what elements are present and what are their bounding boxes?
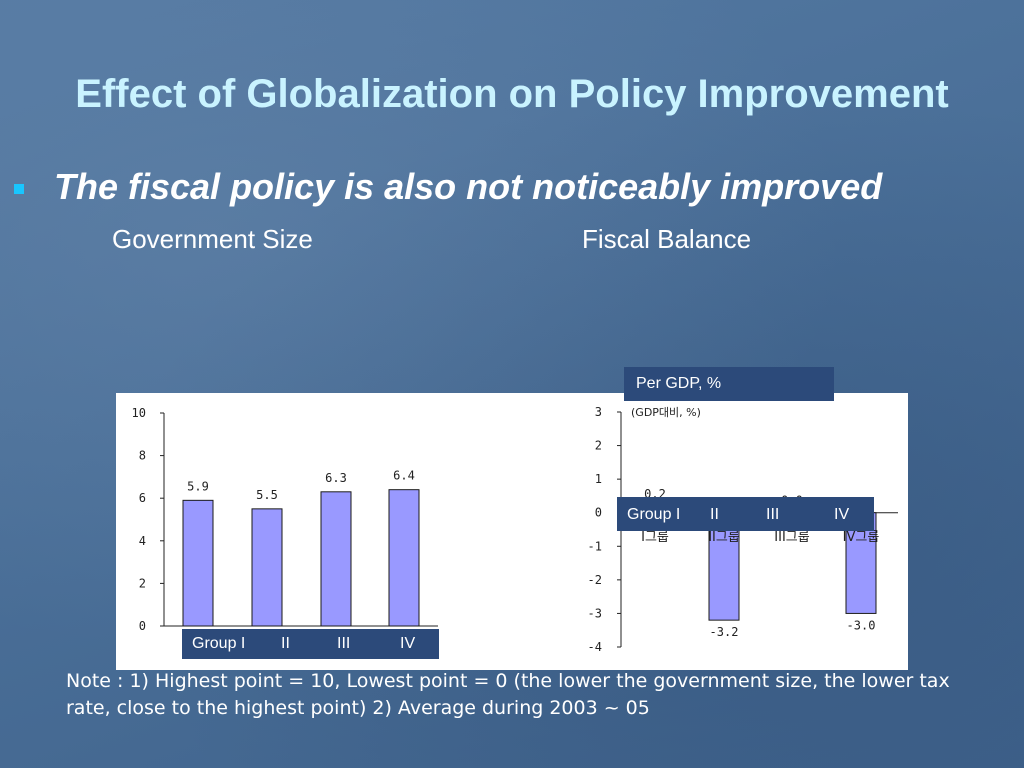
unit-legend: Per GDP, %: [624, 367, 834, 401]
chart-title-government-size: Government Size: [112, 224, 313, 254]
y-tick-label: -1: [588, 539, 602, 553]
y-tick-label: 2: [595, 439, 602, 453]
unit-legend-text: Per GDP, %: [636, 375, 722, 392]
group-legend-label: III: [766, 506, 780, 523]
y-tick-label: 0: [595, 506, 602, 520]
group-legend-label: IV: [834, 506, 850, 523]
group-legend-label: Group I: [192, 635, 246, 652]
y-tick-label: 8: [139, 449, 146, 463]
bar-government-size: [182, 499, 214, 627]
y-tick-label: -4: [588, 640, 602, 654]
y-tick-label: -3: [588, 606, 602, 620]
slide-title: Effect of Globalization on Policy Improv…: [75, 72, 949, 116]
category-label: III그룹: [774, 530, 809, 545]
group-legend-label: IV: [400, 635, 416, 652]
y-tick-label: 2: [139, 576, 146, 590]
chart-title-fiscal-balance: Fiscal Balance: [582, 224, 752, 254]
group-legend-right: Group I II III IV: [617, 497, 874, 531]
footnote: Note : 1) Highest point = 10, Lowest poi…: [66, 670, 950, 719]
data-label: 6.4: [393, 469, 415, 483]
y-tick-label: 6: [139, 491, 146, 505]
category-label: IV그룹: [843, 530, 880, 545]
y-tick-label: 0: [139, 619, 146, 633]
y-tick-label: 3: [595, 405, 602, 419]
y-tick-label: 4: [139, 534, 146, 548]
bar-government-size: [320, 491, 352, 627]
data-label: -3.2: [710, 625, 739, 639]
data-label: 5.9: [187, 479, 209, 493]
bar-government-size: [388, 489, 420, 627]
unit-label: (GDP대비, %): [631, 406, 701, 419]
category-label: I그룹: [641, 530, 669, 545]
group-legend-label: II: [710, 506, 719, 523]
group-legend-label: III: [337, 635, 351, 652]
bullet-point: The fiscal policy is also not noticeably…: [14, 166, 1014, 210]
group-legend-left: Group I II III IV: [182, 629, 439, 659]
data-label: 6.3: [325, 471, 347, 485]
group-legend-label: Group I: [627, 506, 681, 523]
data-label: 5.5: [256, 488, 278, 502]
data-label: -3.0: [847, 618, 876, 632]
category-label: II그룹: [708, 530, 740, 545]
bullet-text: The fiscal policy is also not noticeably…: [54, 166, 883, 207]
bar-government-size: [251, 508, 283, 627]
y-tick-label: 10: [132, 406, 146, 420]
y-tick-label: -2: [588, 573, 602, 587]
group-legend-label: II: [281, 635, 290, 652]
bullet-square-icon: [14, 184, 24, 194]
chart-panel: 0 2 4 6 8 10 5.9 5.5 6.3 6.4 -4 -3 -2 -1 0 1 2 3 (GDP대비, %…: [116, 393, 908, 670]
y-tick-label: 1: [595, 472, 602, 486]
